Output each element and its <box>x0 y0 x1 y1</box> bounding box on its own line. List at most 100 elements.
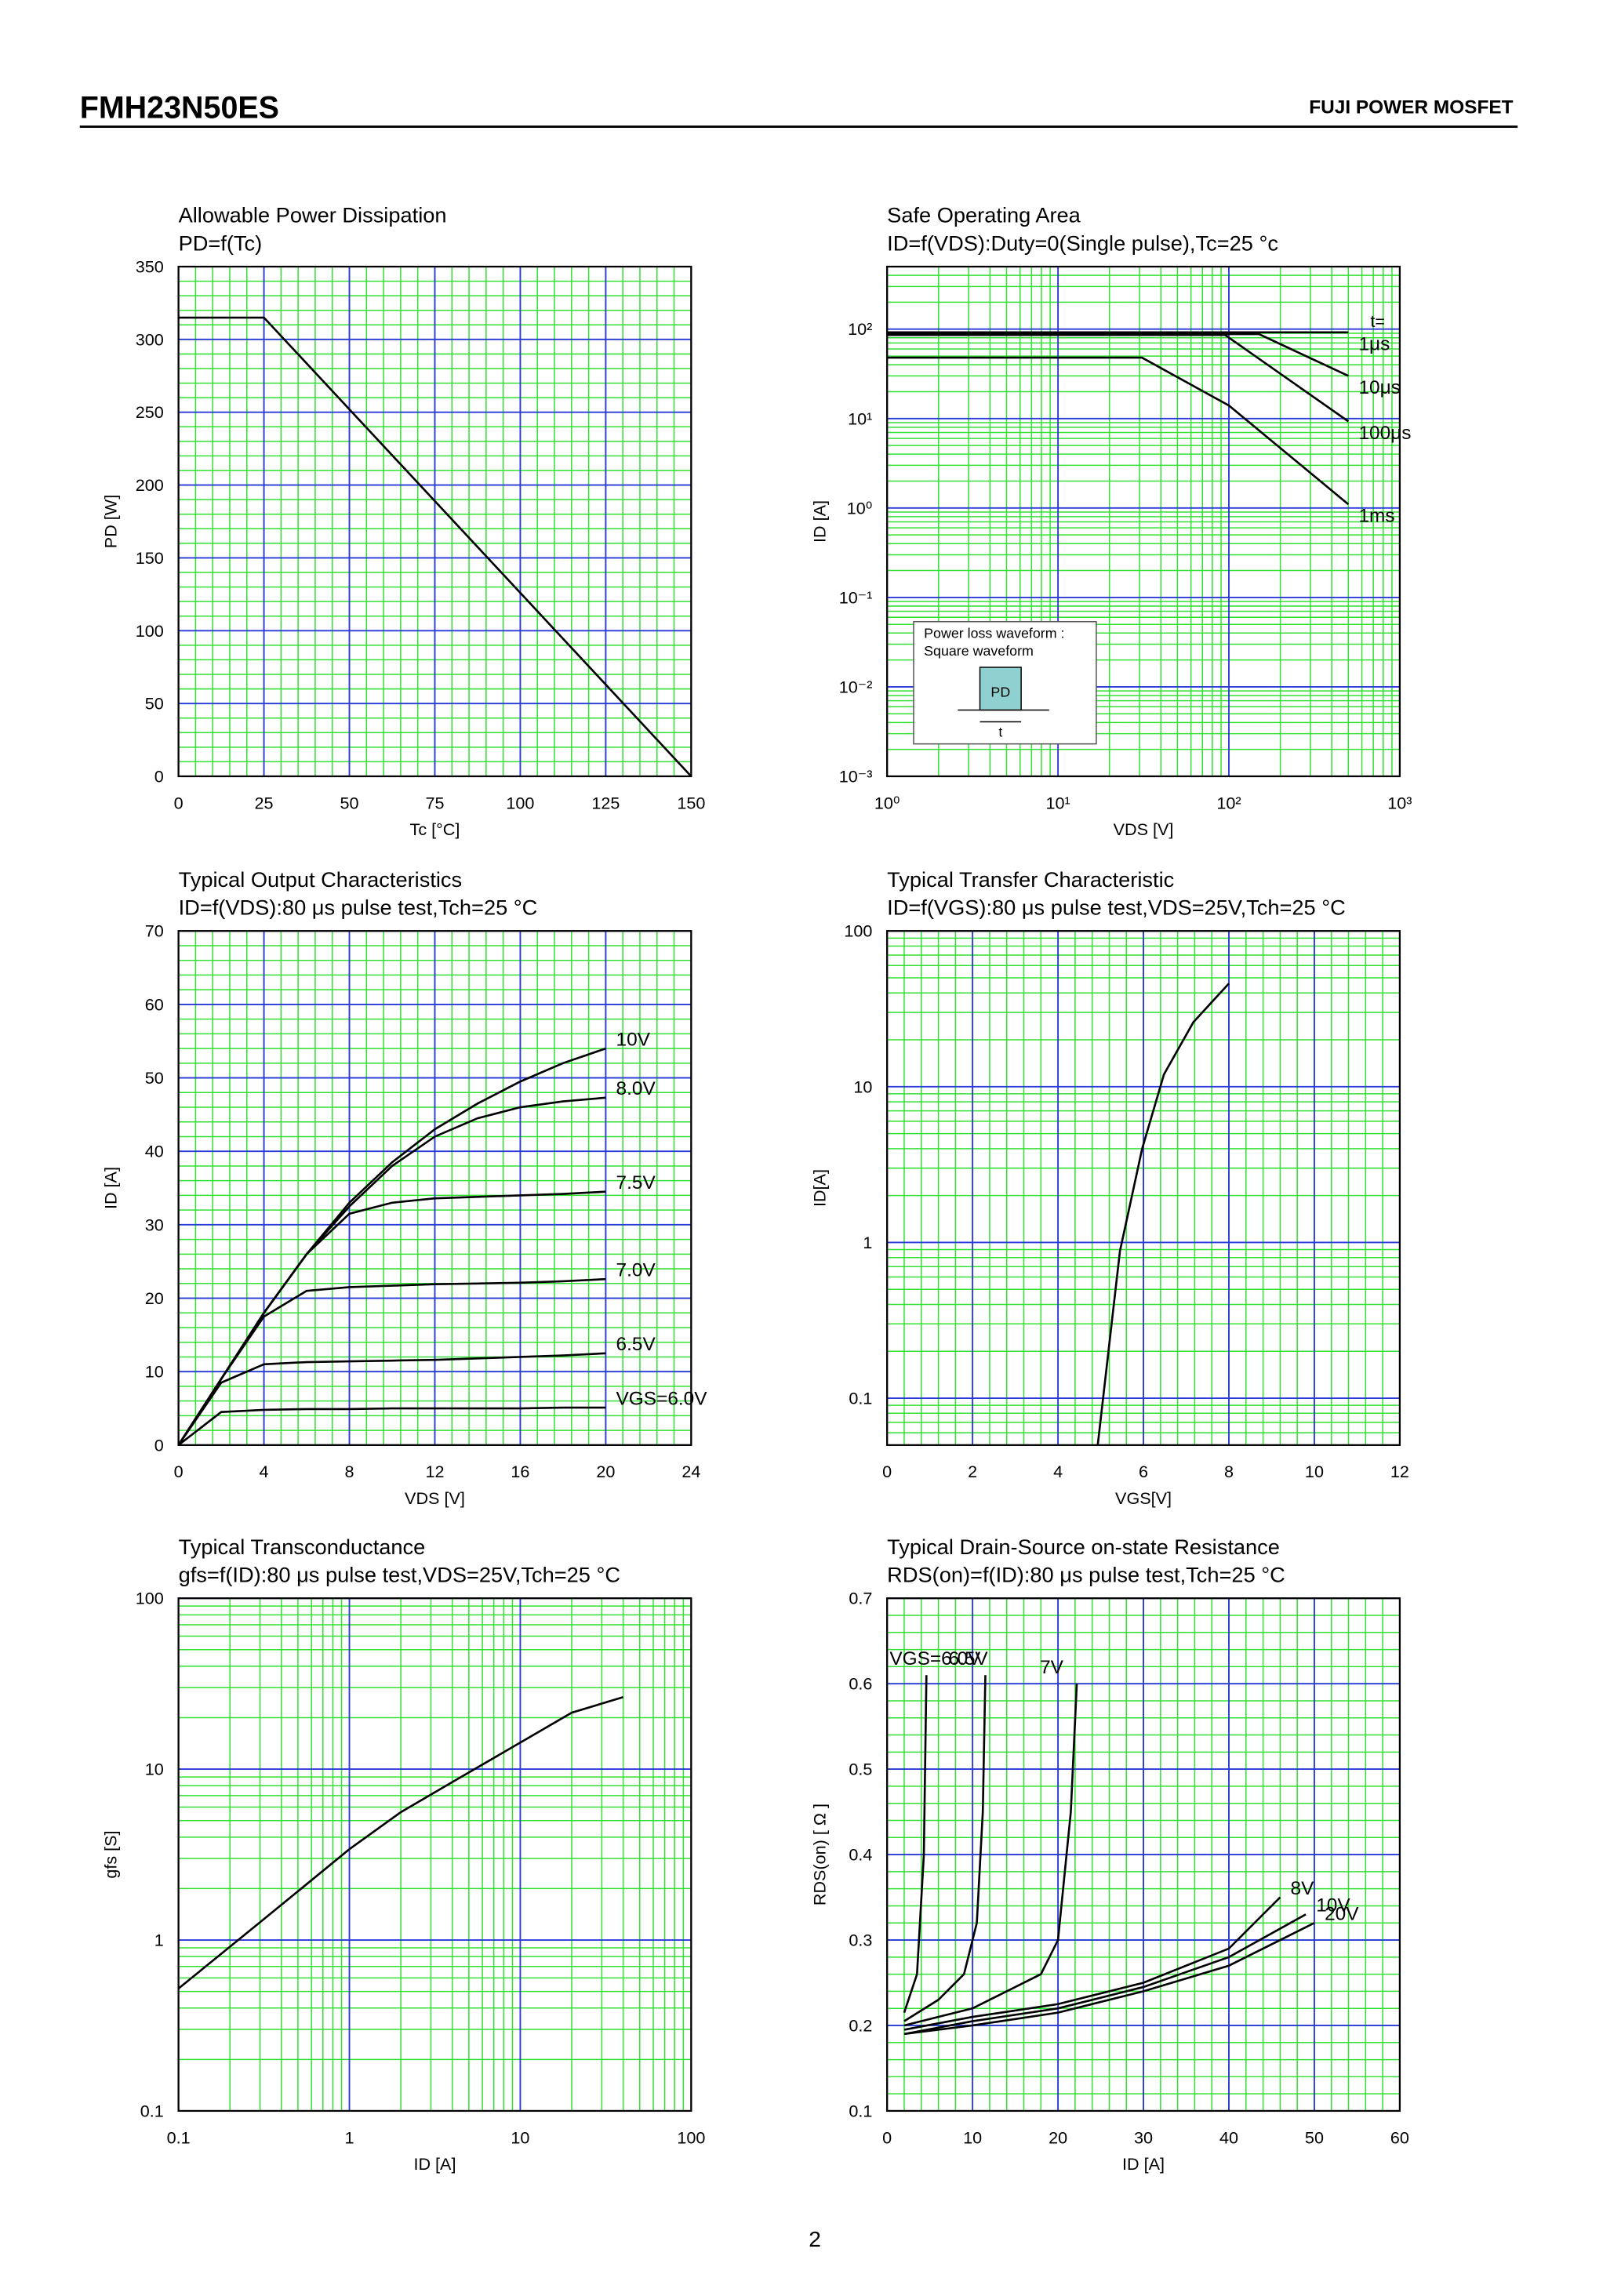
y-tick-label: 60 <box>145 994 164 1014</box>
y-tick-label: 20 <box>145 1288 164 1308</box>
curve <box>177 1190 606 1446</box>
curve <box>903 1896 1281 2031</box>
annotation: Power loss waveform : <box>924 625 1064 641</box>
y-tick-label: 0 <box>154 1435 164 1455</box>
curve-label: 100μs <box>1358 423 1411 444</box>
y-tick-label: 100 <box>136 1589 164 1608</box>
curve <box>903 1675 987 2022</box>
x-tick-label: 4 <box>1053 1462 1063 1481</box>
curve <box>903 1913 1307 2036</box>
y-tick-label: 1 <box>863 1233 872 1252</box>
annotation: t <box>998 724 1002 739</box>
curve-label: 8V <box>1291 1878 1315 1899</box>
y-tick-label: 50 <box>145 1068 164 1088</box>
curve-label: 6.5V <box>949 1648 989 1669</box>
x-axis-label: ID [A] <box>1122 2154 1165 2174</box>
x-tick-label: 75 <box>425 793 444 812</box>
y-tick-label: 70 <box>145 921 164 941</box>
y-tick-label: 0.2 <box>849 2015 872 2035</box>
x-tick-label: 24 <box>681 1462 700 1481</box>
y-tick-label: 0 <box>154 767 164 787</box>
curve-label: 1ms <box>1358 506 1394 527</box>
x-tick-label: 100 <box>506 793 534 812</box>
x-axis-label: VDS [V] <box>1114 819 1174 839</box>
curve-label: 10μs <box>1358 377 1400 398</box>
curve-label: 7.5V <box>616 1172 656 1193</box>
x-axis-label: Tc [°C] <box>410 819 460 839</box>
x-tick-label: 0 <box>174 1462 184 1481</box>
x-tick-label: 20 <box>1049 2127 1067 2147</box>
curve-label: VGS=6.0V <box>889 1648 981 1669</box>
y-tick-label: 200 <box>136 475 164 495</box>
x-tick-label: 10⁰ <box>874 793 900 812</box>
y-tick-label: 150 <box>136 548 164 568</box>
x-tick-label: 10³ <box>1387 793 1412 812</box>
plot-frame <box>886 1597 1401 2113</box>
y-tick-label: 40 <box>145 1142 164 1161</box>
curve <box>177 1406 606 1446</box>
plot-frame <box>886 930 1401 1446</box>
curve <box>903 1922 1315 2036</box>
part-number: FMH23N50ES <box>80 90 279 125</box>
y-tick-label: 10⁻² <box>839 677 873 696</box>
x-tick-label: 20 <box>596 1462 615 1481</box>
chart-title: Typical Output Characteristics <box>179 867 463 892</box>
x-tick-label: 10² <box>1216 793 1241 812</box>
chart-subtitle: ID=f(VDS):80 μs pulse test,Tch=25 °C <box>179 896 538 920</box>
y-tick-label: 10 <box>853 1077 872 1096</box>
curve <box>1096 983 1230 1445</box>
plot-area <box>178 1598 692 2111</box>
y-axis-label: gfs [S] <box>101 1830 121 1878</box>
chart-subtitle: ID=f(VGS):80 μs pulse test,VDS=25V,Tch=2… <box>887 896 1346 920</box>
x-axis-label: ID [A] <box>413 2154 456 2174</box>
y-tick-label: 300 <box>136 329 164 349</box>
curve <box>177 1695 624 1989</box>
y-tick-label: 10⁰ <box>847 498 873 518</box>
curve <box>178 316 692 777</box>
x-tick-label: 12 <box>425 1462 444 1481</box>
chart-title: Allowable Power Dissipation <box>179 203 447 227</box>
curve <box>177 1277 606 1446</box>
y-tick-label: 0.4 <box>849 1845 872 1865</box>
y-tick-label: 250 <box>136 402 164 422</box>
x-tick-label: 8 <box>345 1462 354 1481</box>
x-tick-label: 10 <box>1305 1462 1324 1481</box>
y-axis-label: ID [A] <box>101 1167 121 1209</box>
y-tick-label: 10¹ <box>848 409 872 428</box>
annotation: t= <box>1370 311 1385 331</box>
chart-title: Typical Transconductance <box>179 1535 426 1559</box>
y-axis-label: PD [W] <box>101 495 121 548</box>
chart-title: Typical Drain-Source on-state Resistance <box>887 1535 1280 1559</box>
chart-title: Safe Operating Area <box>887 203 1081 227</box>
x-axis-label: VGS[V] <box>1115 1488 1172 1508</box>
plot-frame <box>177 930 692 1446</box>
y-tick-label: 10⁻¹ <box>839 587 873 607</box>
x-tick-label: 25 <box>255 793 274 812</box>
x-tick-label: 16 <box>511 1462 529 1481</box>
curve <box>903 1675 928 2014</box>
brand: FUJI POWER MOSFET <box>1309 97 1513 118</box>
y-tick-label: 1 <box>154 1931 164 1950</box>
x-tick-label: 6 <box>1139 1462 1148 1481</box>
annotation: Square waveform <box>924 643 1034 659</box>
x-axis-label: VDS [V] <box>405 1488 465 1508</box>
x-tick-label: 50 <box>340 793 359 812</box>
curve-label: 7V <box>1040 1657 1064 1678</box>
curve-label: 20V <box>1325 1903 1359 1924</box>
y-tick-label: 0.1 <box>140 2101 164 2120</box>
curve <box>887 333 1350 423</box>
y-tick-label: 0.1 <box>849 2101 872 2120</box>
x-tick-label: 12 <box>1390 1462 1409 1481</box>
x-tick-label: 4 <box>260 1462 269 1481</box>
page-number: 2 <box>809 2226 821 2251</box>
curve-label: 7.0V <box>616 1259 656 1281</box>
x-tick-label: 50 <box>1305 2127 1324 2147</box>
x-tick-label: 0 <box>882 2127 892 2147</box>
pulse <box>979 667 1022 711</box>
plot-frame <box>886 265 1401 778</box>
y-axis-label: ID[A] <box>809 1169 829 1207</box>
curve <box>177 1352 606 1446</box>
y-tick-label: 0.1 <box>849 1389 872 1408</box>
y-axis-label: ID [A] <box>809 500 829 543</box>
